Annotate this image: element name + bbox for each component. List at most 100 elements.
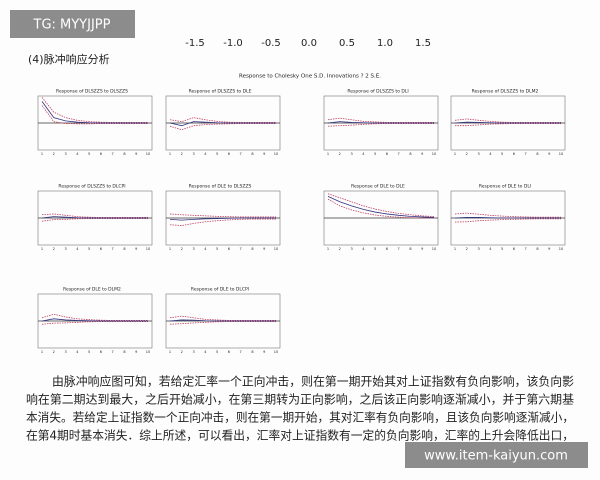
section-title: (4)脉冲响应分析 <box>28 52 110 66</box>
period-label: 1 <box>169 152 171 156</box>
scale-label: 1.5 <box>415 38 431 49</box>
period-label: 6 <box>513 152 515 156</box>
period-label: 3 <box>192 350 194 354</box>
response-lower <box>454 218 561 223</box>
period-label: 8 <box>251 152 253 156</box>
period-label: 10 <box>432 247 436 251</box>
scale-label: -0.5 <box>261 38 281 49</box>
period-label: 6 <box>228 152 230 156</box>
period-label: 7 <box>240 152 242 156</box>
period-label: 9 <box>548 152 550 156</box>
period-label: 9 <box>548 247 550 251</box>
watermark-box <box>10 10 135 38</box>
period-label: 3 <box>477 247 479 251</box>
period-label: 10 <box>146 350 150 354</box>
period-label: 2 <box>181 152 183 156</box>
period-label: 5 <box>216 152 218 156</box>
period-label: 3 <box>350 152 352 156</box>
response-lower <box>169 321 276 325</box>
response-response <box>169 217 276 221</box>
response-upper <box>169 213 276 218</box>
period-label: 2 <box>53 350 55 354</box>
period-label: 7 <box>112 152 114 156</box>
period-label: 8 <box>251 247 253 251</box>
period-label: 2 <box>339 152 341 156</box>
period-label: 3 <box>64 350 66 354</box>
period-label: 9 <box>421 247 423 251</box>
period-label: 4 <box>362 247 365 251</box>
period-label: 6 <box>513 247 515 251</box>
period-label: 8 <box>123 152 125 156</box>
scale-label: -1.5 <box>185 38 205 49</box>
period-label: 7 <box>240 247 242 251</box>
response-upper <box>327 117 434 123</box>
period-label: 10 <box>559 247 563 251</box>
period-label: 6 <box>228 350 230 354</box>
period-label: 10 <box>432 152 436 156</box>
response-upper <box>454 212 561 218</box>
period-label: 3 <box>350 247 352 251</box>
charts-title: Response to Cholesky One S.D. Innovation… <box>239 74 381 80</box>
period-label: 6 <box>100 247 102 251</box>
period-label: 5 <box>374 152 376 156</box>
response-lower <box>327 123 434 127</box>
watermark-top: TG: MYYJJPP <box>33 18 111 33</box>
period-label: 6 <box>386 247 388 251</box>
period-label: 8 <box>123 350 125 354</box>
response-response <box>41 216 148 219</box>
period-label: 6 <box>228 247 230 251</box>
paragraph-line: 在第4期时基本消失．综上所述，可以看出，汇率对上证指数有一定的负向影响，汇率的上… <box>26 428 574 443</box>
period-label: 5 <box>88 247 90 251</box>
period-label: 7 <box>112 247 114 251</box>
period-label: 10 <box>274 152 278 156</box>
period-label: 5 <box>374 247 376 251</box>
period-label: 1 <box>169 350 171 354</box>
period-label: 8 <box>536 247 538 251</box>
paragraph-line: 本消失。若给定上证指数一个正向冲击，则在第一期开始，其对汇率有负向影响，且该负向… <box>26 410 574 425</box>
response-lower <box>41 321 148 325</box>
period-label: 2 <box>53 247 55 251</box>
period-label: 4 <box>489 247 492 251</box>
period-label: 2 <box>181 247 183 251</box>
response-response <box>454 217 561 219</box>
panel-title: Response of DLE to DLI <box>479 184 531 190</box>
period-label: 5 <box>501 247 503 251</box>
panel-title: Response of DLSZZS to DLSZZS <box>56 89 128 95</box>
response-upper <box>41 213 148 218</box>
period-label: 1 <box>41 247 43 251</box>
response-lower <box>41 218 148 222</box>
scale-label: -1.0 <box>223 38 243 49</box>
paragraph: 由脉冲响应图可知，若给定汇率一个正向冲击，则在第一期开始其对上证指数有负向影响，… <box>26 374 574 443</box>
paragraph-line: 响在第二期达到最大，之后开始减小，在第三期转为正向影响，之后该正向影响逐渐减小，… <box>26 392 574 407</box>
period-label: 9 <box>263 350 265 354</box>
paragraph-line: 由脉冲响应图可知，若给定汇率一个正向冲击，则在第一期开始其对上证指数有负向影响，… <box>52 374 574 389</box>
watermark-box <box>405 442 588 468</box>
panel-title: Response of DLSZZS to DLE <box>189 89 252 95</box>
panel-title: Response of DLE to DLM2 <box>63 287 121 293</box>
period-label: 6 <box>386 152 388 156</box>
period-label: 9 <box>135 350 137 354</box>
period-label: 9 <box>135 152 137 156</box>
response-response <box>327 196 435 218</box>
period-label: 10 <box>274 350 278 354</box>
period-label: 4 <box>489 152 492 156</box>
response-upper <box>41 97 148 123</box>
period-label: 3 <box>192 152 194 156</box>
period-label: 4 <box>204 247 207 251</box>
response-lower <box>41 105 148 125</box>
panel-title: Response of DLSZZS to DLI <box>347 89 408 95</box>
period-label: 1 <box>169 247 171 251</box>
period-label: 5 <box>216 350 218 354</box>
period-label: 1 <box>327 152 329 156</box>
period-label: 4 <box>204 350 207 354</box>
period-label: 8 <box>409 152 411 156</box>
period-label: 8 <box>123 247 125 251</box>
period-label: 9 <box>263 152 265 156</box>
period-label: 6 <box>100 350 102 354</box>
response-response <box>169 319 276 322</box>
period-label: 8 <box>409 247 411 251</box>
period-label: 2 <box>466 247 468 251</box>
period-label: 4 <box>76 350 79 354</box>
period-label: 7 <box>240 350 242 354</box>
